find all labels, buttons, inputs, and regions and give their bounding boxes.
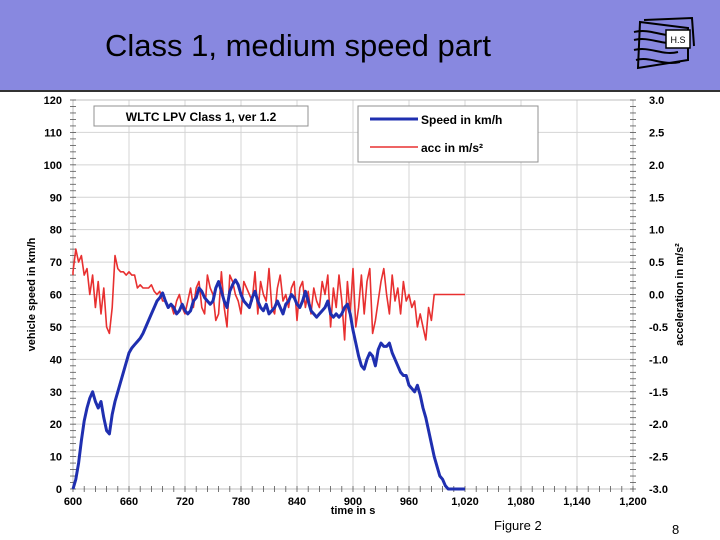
y2-tick-label: 0.5 [649,257,664,269]
x-tick-label: 600 [64,496,82,508]
figure-caption: Figure 2 [494,518,542,533]
x-tick-label: 840 [288,496,306,508]
y-tick-label: 40 [50,354,62,366]
x-tick-label: 1,020 [451,496,479,508]
y2-axis-label: acceleration in m/s² [674,243,686,346]
logo-icon: H.S [633,16,695,70]
x-tick-label: 900 [344,496,362,508]
x-tick-label: 1,140 [563,496,591,508]
y2-tick-label: -0.5 [649,322,668,334]
y2-tick-label: 3.0 [649,95,664,107]
y-tick-label: 70 [50,257,62,269]
y-tick-label: 10 [50,452,62,464]
legend-label-speed: Speed in km/h [421,113,502,127]
chart: 600 660 720 780 840 900 960 1,020 1,080 1,140 1,20… [26,95,686,517]
y-tick-label: 50 [50,322,62,334]
acc-series-line [72,248,465,341]
y2-tick-label: -3.0 [649,484,668,496]
y2-tick-label: 2.5 [649,127,664,139]
y2-tick-label: 2.0 [649,160,664,172]
chart-title-box [93,105,309,127]
page-number: 8 [672,522,680,537]
speed-series-line [71,278,465,491]
y2-tick-label: 1.5 [649,192,664,204]
y-tick-label: 0 [56,484,62,496]
y2-tick-label: 0.0 [649,290,664,302]
y-axis-label: vehicle speed in km/h [26,237,38,351]
x-tick-label: 660 [120,496,138,508]
y-tick-label: 120 [44,95,62,107]
slide-title: Class 1, medium speed part [105,28,491,63]
logo-text: H.S [670,35,685,45]
x-tick-label: 1,200 [619,496,647,508]
y2-tick-label: -2.0 [649,419,668,431]
y-tick-label: 30 [50,387,62,399]
y2-tick-label: -2.5 [649,452,668,464]
y-tick-label: 20 [50,419,62,431]
legend-box [357,105,539,163]
y-tick-label: 110 [44,127,62,139]
y-tick-label: 100 [44,160,62,172]
y-tick-label: 90 [50,192,62,204]
x-tick-label: 1,080 [507,496,535,508]
y2-tick-label: -1.5 [649,387,668,399]
y2-tick-label: -1.0 [649,354,668,366]
chart-title: WLTC LPV Class 1, ver 1.2 [126,110,277,124]
x-axis-label: time in s [331,505,376,517]
slide-header [0,0,720,92]
x-tick-label: 960 [400,496,418,508]
legend-label-acc: acc in m/s² [421,141,483,155]
x-tick-label: 720 [176,496,194,508]
y-tick-label: 60 [50,290,62,302]
x-tick-label: 780 [232,496,250,508]
y2-tick-label: 1.0 [649,225,664,237]
y-tick-label: 80 [50,225,62,237]
